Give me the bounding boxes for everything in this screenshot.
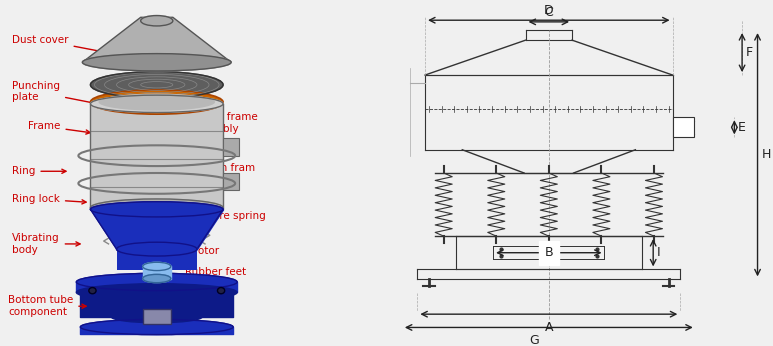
Text: Vibrating
body: Vibrating body: [12, 233, 80, 255]
Ellipse shape: [143, 262, 171, 271]
Ellipse shape: [90, 199, 223, 216]
Text: Motor: Motor: [143, 246, 219, 259]
Ellipse shape: [89, 288, 96, 294]
Text: D: D: [544, 4, 553, 17]
Ellipse shape: [111, 310, 203, 323]
Text: Ring lock: Ring lock: [12, 194, 86, 204]
Ellipse shape: [141, 16, 173, 26]
Ellipse shape: [90, 95, 223, 112]
Polygon shape: [83, 17, 231, 62]
FancyBboxPatch shape: [90, 104, 223, 208]
Ellipse shape: [77, 284, 237, 301]
Ellipse shape: [90, 90, 223, 114]
FancyBboxPatch shape: [223, 138, 239, 156]
Text: A: A: [545, 321, 553, 334]
Ellipse shape: [117, 242, 197, 256]
Text: Pressure spring: Pressure spring: [147, 211, 266, 225]
Ellipse shape: [80, 319, 233, 335]
Text: Dust cover: Dust cover: [12, 35, 108, 54]
FancyBboxPatch shape: [117, 249, 197, 270]
Text: C: C: [544, 6, 553, 19]
Text: F: F: [746, 46, 753, 59]
Text: Middle frame
assembly: Middle frame assembly: [151, 112, 257, 134]
Text: Bottom fram: Bottom fram: [153, 163, 255, 175]
Text: H: H: [761, 148, 771, 161]
Ellipse shape: [77, 273, 237, 291]
Ellipse shape: [83, 54, 231, 71]
Text: E: E: [738, 121, 746, 134]
FancyBboxPatch shape: [673, 117, 694, 137]
Ellipse shape: [98, 93, 215, 111]
Text: Bottom tube
component: Bottom tube component: [8, 295, 86, 317]
FancyBboxPatch shape: [143, 309, 171, 325]
Ellipse shape: [80, 284, 233, 301]
Text: Rubber feet: Rubber feet: [143, 267, 246, 280]
Ellipse shape: [90, 72, 223, 98]
Text: B: B: [544, 246, 553, 259]
Ellipse shape: [90, 202, 223, 217]
Text: Punching
plate: Punching plate: [12, 81, 102, 106]
Ellipse shape: [217, 288, 225, 294]
Text: I: I: [657, 246, 661, 259]
FancyBboxPatch shape: [223, 173, 239, 190]
Text: Frame: Frame: [28, 121, 90, 134]
Text: G: G: [530, 334, 539, 346]
Ellipse shape: [143, 274, 171, 283]
Text: Ring: Ring: [12, 166, 66, 176]
